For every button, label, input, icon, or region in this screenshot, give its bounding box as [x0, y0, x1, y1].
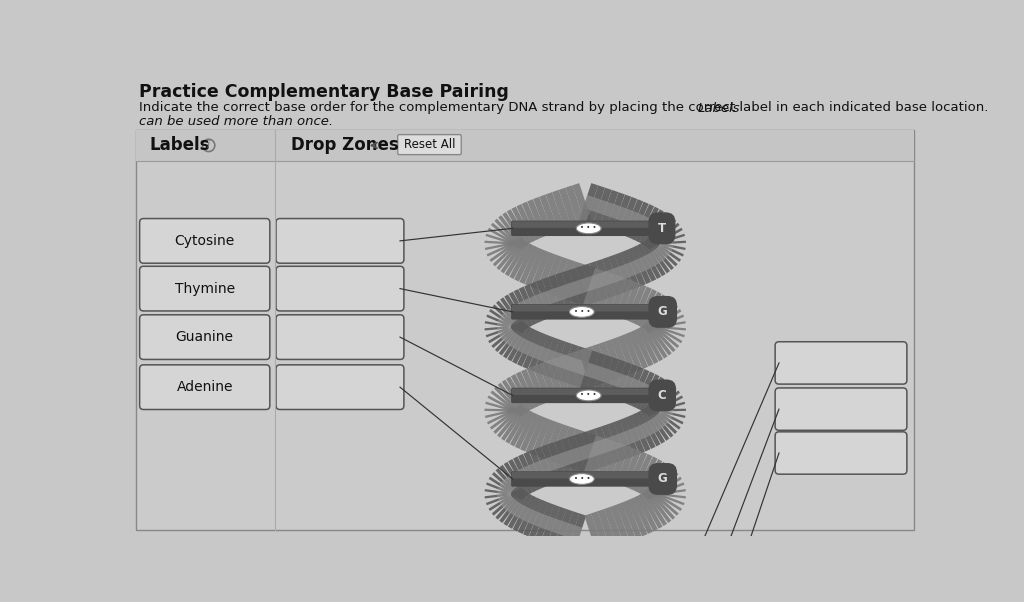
FancyBboxPatch shape — [139, 219, 270, 263]
Text: • • •: • • • — [581, 225, 597, 231]
FancyBboxPatch shape — [511, 471, 659, 486]
FancyBboxPatch shape — [511, 221, 659, 236]
Text: Reset All: Reset All — [403, 138, 456, 151]
Text: i: i — [207, 140, 210, 150]
Text: Labels: Labels — [697, 102, 740, 114]
FancyBboxPatch shape — [276, 219, 403, 263]
Ellipse shape — [577, 390, 601, 401]
Text: can be used more than once.: can be used more than once. — [139, 114, 333, 128]
FancyBboxPatch shape — [512, 388, 658, 395]
Text: • • •: • • • — [573, 309, 590, 315]
FancyBboxPatch shape — [139, 266, 270, 311]
Ellipse shape — [569, 474, 594, 485]
Text: Cytosine: Cytosine — [175, 234, 234, 248]
FancyBboxPatch shape — [276, 315, 403, 359]
FancyBboxPatch shape — [397, 135, 461, 155]
Text: Adenine: Adenine — [176, 380, 233, 394]
FancyBboxPatch shape — [276, 365, 403, 409]
FancyBboxPatch shape — [775, 342, 907, 384]
Text: T: T — [657, 222, 666, 235]
Text: Thymine: Thymine — [175, 282, 234, 296]
FancyBboxPatch shape — [511, 304, 659, 320]
Text: G: G — [657, 305, 668, 318]
Text: Guanine: Guanine — [176, 330, 233, 344]
Text: G: G — [657, 473, 668, 485]
Text: Indicate the correct base order for the complementary DNA strand by placing the : Indicate the correct base order for the … — [139, 102, 992, 114]
Text: Labels: Labels — [150, 137, 210, 154]
Ellipse shape — [577, 223, 601, 234]
Text: • • •: • • • — [581, 393, 597, 399]
FancyBboxPatch shape — [139, 315, 270, 359]
FancyBboxPatch shape — [139, 365, 270, 409]
Text: • • •: • • • — [573, 476, 590, 482]
Ellipse shape — [569, 306, 594, 317]
FancyBboxPatch shape — [775, 388, 907, 430]
FancyBboxPatch shape — [512, 305, 658, 311]
FancyBboxPatch shape — [512, 222, 658, 228]
FancyBboxPatch shape — [511, 388, 659, 403]
FancyBboxPatch shape — [136, 130, 913, 161]
FancyBboxPatch shape — [775, 432, 907, 474]
FancyBboxPatch shape — [512, 472, 658, 479]
Text: Drop Zones: Drop Zones — [291, 137, 398, 154]
Text: Practice Complementary Base Pairing: Practice Complementary Base Pairing — [139, 83, 509, 101]
FancyBboxPatch shape — [136, 130, 913, 530]
FancyBboxPatch shape — [276, 266, 403, 311]
Text: C: C — [657, 389, 667, 402]
